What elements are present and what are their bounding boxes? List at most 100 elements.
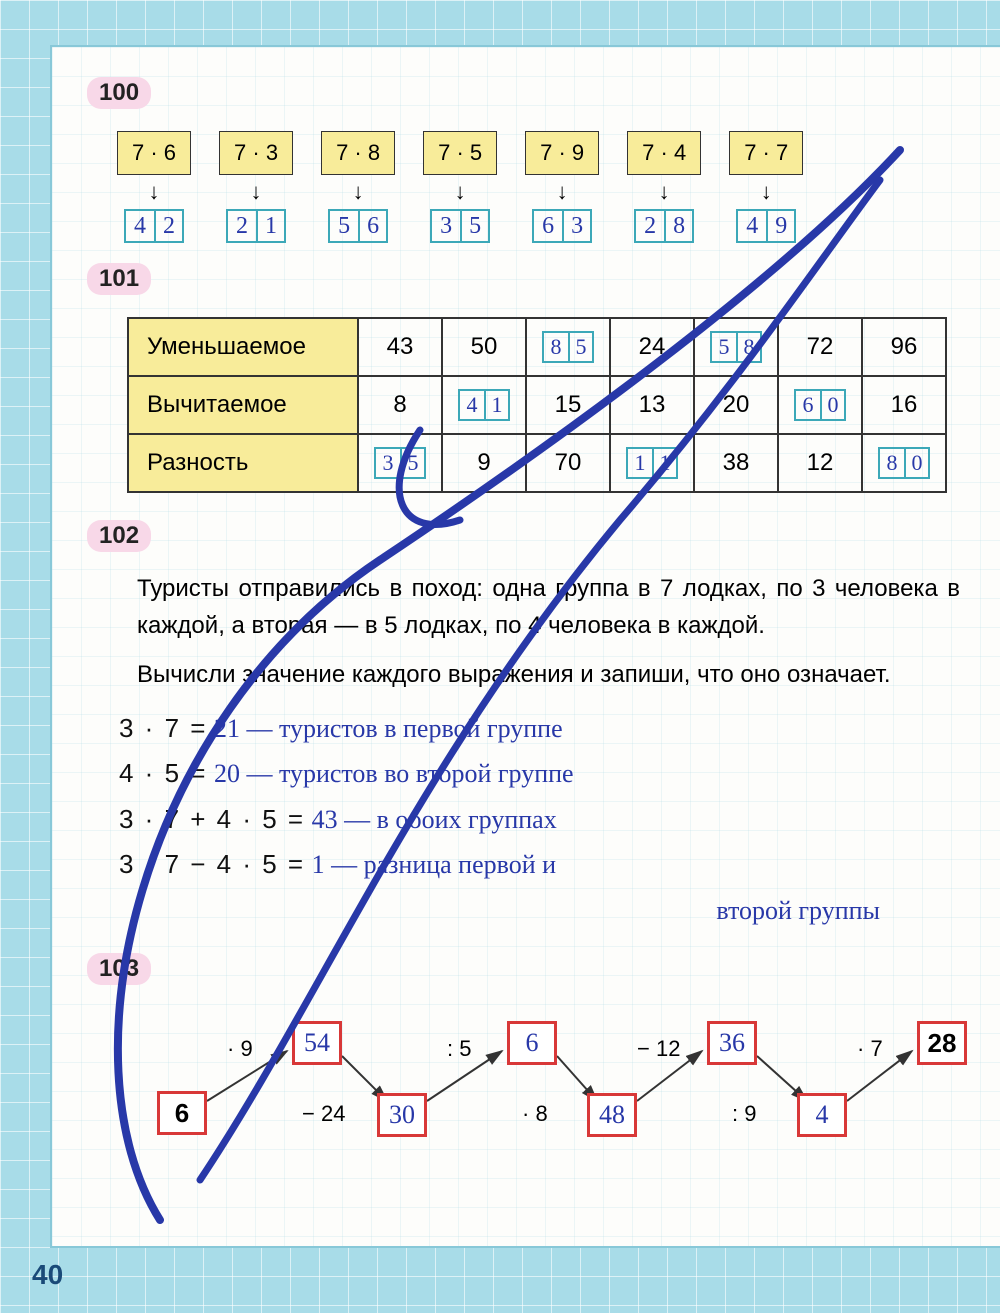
answer-digit: 1: [652, 447, 678, 479]
row-label: Разность: [128, 434, 358, 492]
table-row: Вычитаемое8411513206016: [128, 376, 946, 434]
table-cell: 12: [778, 434, 862, 492]
answer-digit: 4: [124, 209, 154, 243]
answer-digit: 2: [154, 209, 184, 243]
answer-box: 60: [794, 389, 846, 421]
answer-digit: 6: [532, 209, 562, 243]
chain-operation: · 9: [227, 1036, 253, 1062]
answer-box: 49: [736, 209, 796, 243]
chain-number-box: 54: [292, 1021, 342, 1065]
subtraction-table: Уменьшаемое43508524587296Вычитаемое84115…: [127, 317, 947, 493]
answer-digit: 9: [766, 209, 796, 243]
table-cell: 43: [358, 318, 442, 376]
table-row: Уменьшаемое43508524587296: [128, 318, 946, 376]
task100-items-row: 7 · 6↓427 · 3↓217 · 8↓567 · 5↓357 · 9↓63…: [117, 131, 970, 243]
task-103: 103 6543064836428· 9− 24: 5· 8− 12: 9· 7: [87, 953, 970, 1171]
answer-digit: 8: [664, 209, 694, 243]
answer-digit: 6: [794, 389, 820, 421]
table-cell: 38: [694, 434, 778, 492]
answer-box: 21: [226, 209, 286, 243]
down-arrow-icon: ↓: [761, 181, 772, 203]
multiplication-problem: 7 · 9: [525, 131, 599, 175]
task-100: 100 7 · 6↓427 · 3↓217 · 8↓567 · 5↓357 · …: [87, 77, 970, 243]
chain-operation: · 8: [522, 1101, 548, 1127]
task-number-badge: 100: [87, 77, 151, 109]
answer-digit: 3: [430, 209, 460, 243]
table-cell: 35: [358, 434, 442, 492]
answer-box: 58: [710, 331, 762, 363]
handwritten-answer: 21 — туристов в первой группе: [207, 714, 562, 743]
answer-box: 42: [124, 209, 184, 243]
answer-digit: 8: [736, 331, 762, 363]
table-cell: 50: [442, 318, 526, 376]
answer-box: 35: [430, 209, 490, 243]
table-cell: 8: [358, 376, 442, 434]
table-row: Разность3597011381280: [128, 434, 946, 492]
answer-digit: 1: [484, 389, 510, 421]
printed-expression: 3 · 7 − 4 · 5 =: [97, 849, 305, 879]
answer-digit: 8: [878, 447, 904, 479]
answer-box: 35: [374, 447, 426, 479]
table-cell: 15: [526, 376, 610, 434]
task100-item: 7 · 9 ↓ 63: [525, 131, 599, 243]
down-arrow-icon: ↓: [557, 181, 568, 203]
answer-digit: 2: [226, 209, 256, 243]
answer-digit: 5: [328, 209, 358, 243]
task100-item: 7 · 5↓35: [423, 131, 497, 243]
down-arrow-icon: ↓: [455, 181, 466, 203]
chain-operation: : 9: [732, 1101, 756, 1127]
chain-number-box: 30: [377, 1093, 427, 1137]
answer-digit: 3: [562, 209, 592, 243]
answer-box: 63: [532, 209, 592, 243]
task100-item: 7 · 7↓49: [729, 131, 803, 243]
answer-box: 28: [634, 209, 694, 243]
work-line: 3 · 7 − 4 · 5 = 1 — разница первой и: [97, 842, 960, 888]
table-cell: 96: [862, 318, 946, 376]
task100-item: 7 · 3↓21: [219, 131, 293, 243]
answer-digit: 1: [626, 447, 652, 479]
printed-expression: 3 · 7 + 4 · 5 =: [97, 804, 305, 834]
task102-handwritten-work: 3 · 7 = 21 — туристов в первой группе4 ·…: [97, 706, 960, 934]
task103-chain: 6543064836428· 9− 24: 5· 8− 12: 9· 7: [87, 1001, 970, 1171]
work-line: 3 · 7 + 4 · 5 = 43 — в обоих группах: [97, 797, 960, 843]
answer-digit: 5: [568, 331, 594, 363]
table-cell: 58: [694, 318, 778, 376]
answer-box: 56: [328, 209, 388, 243]
down-arrow-icon: ↓: [659, 181, 670, 203]
chain-number-box: 28: [917, 1021, 967, 1065]
down-arrow-icon: ↓: [251, 181, 262, 203]
answer-digit: 5: [460, 209, 490, 243]
task100-item: 7 · 8↓56: [321, 131, 395, 243]
printed-expression: 3 · 7 =: [97, 713, 207, 743]
table-cell: 85: [526, 318, 610, 376]
answer-digit: 1: [256, 209, 286, 243]
chain-number-box: 48: [587, 1093, 637, 1137]
answer-digit: 2: [634, 209, 664, 243]
table-cell: 11: [610, 434, 694, 492]
chain-number-box: 36: [707, 1021, 757, 1065]
chain-operation: − 24: [302, 1101, 345, 1127]
printed-expression: 4 · 5 =: [97, 758, 207, 788]
answer-digit: 4: [736, 209, 766, 243]
answer-box: 80: [878, 447, 930, 479]
handwritten-answer: 1 — разница первой и: [305, 850, 556, 879]
task100-item: 7 · 4↓28: [627, 131, 701, 243]
table-cell: 16: [862, 376, 946, 434]
chain-operation: − 12: [637, 1036, 680, 1062]
table-cell: 72: [778, 318, 862, 376]
table-cell: 70: [526, 434, 610, 492]
answer-digit: 5: [400, 447, 426, 479]
table-cell: 41: [442, 376, 526, 434]
task-number-badge: 101: [87, 263, 151, 295]
row-label: Уменьшаемое: [128, 318, 358, 376]
table-cell: 80: [862, 434, 946, 492]
answer-box: 11: [626, 447, 678, 479]
multiplication-problem: 7 · 8: [321, 131, 395, 175]
task100-item: 7 · 6↓42: [117, 131, 191, 243]
down-arrow-icon: ↓: [149, 181, 160, 203]
work-line: 3 · 7 = 21 — туристов в первой группе: [97, 706, 960, 752]
answer-digit: 0: [820, 389, 846, 421]
chain-number-box: 6: [157, 1091, 207, 1135]
task-number-badge: 103: [87, 953, 151, 985]
chain-number-box: 6: [507, 1021, 557, 1065]
